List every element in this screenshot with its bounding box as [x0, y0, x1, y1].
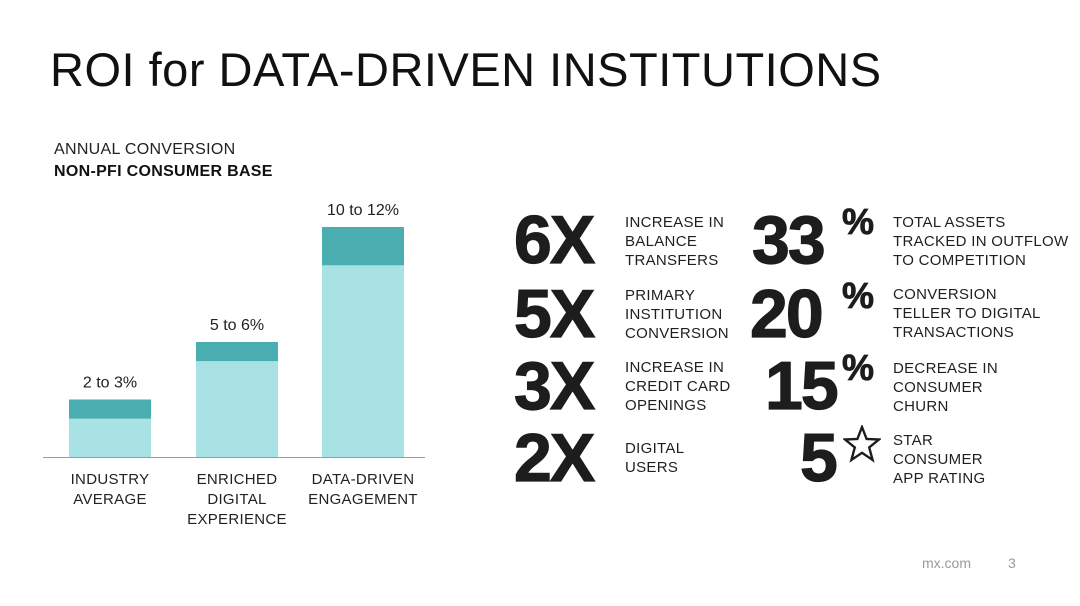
bar-data-label-2: 10 to 12% — [327, 202, 399, 219]
stat-3x-value: 3X — [513, 348, 595, 424]
category-label-0-1: AVERAGE — [73, 491, 147, 508]
stat-5-star-value: 5 — [799, 420, 838, 496]
stat-20-percent: % — [842, 275, 875, 316]
stat-5-star-desc: STAR CONSUMER APP RATING — [893, 432, 986, 487]
stat-2x-value: 2X — [513, 420, 595, 496]
category-label-1-1: DIGITAL — [207, 491, 266, 508]
category-label-0-0: INDUSTRY — [71, 471, 150, 488]
conversion-bar-chart: 2 to 3% INDUSTRY AVERAGE 5 to 6% ENRICHED DIG… — [43, 202, 425, 528]
bar-base-2 — [322, 265, 404, 457]
bar-base-0 — [69, 418, 151, 457]
stat-33-percent: % — [842, 201, 875, 242]
category-label-1-2: EXPERIENCE — [187, 511, 287, 528]
bar-range-1 — [196, 342, 278, 362]
category-label-1-0: ENRICHED — [197, 471, 278, 488]
bar-data-label-0: 2 to 3% — [83, 375, 137, 392]
slide-title: ROI for DATA-DRIVEN INSTITUTIONS — [50, 43, 882, 96]
stat-2x-desc: DIGITAL USERS — [625, 440, 685, 476]
category-label-2-0: DATA-DRIVEN — [312, 471, 415, 488]
stat-20-value: 20 — [749, 276, 824, 352]
stat-6x-value: 6X — [513, 202, 595, 278]
stat-5x-value: 5X — [513, 276, 595, 352]
bar-base-1 — [196, 361, 278, 457]
stat-6x-desc: INCREASE IN BALANCE TRANSFERS — [625, 214, 725, 269]
footer-site: mx.com — [922, 555, 971, 571]
bar-data-label-1: 5 to 6% — [210, 317, 264, 334]
stat-3x-desc: INCREASE IN CREDIT CARD OPENINGS — [625, 359, 731, 414]
stat-33-value: 33 — [751, 202, 826, 278]
chart-label-line1: ANNUAL CONVERSION — [54, 141, 236, 158]
stat-15-desc: DECREASE IN CONSUMER CHURN — [893, 360, 998, 415]
category-label-2-1: ENGAGEMENT — [308, 491, 418, 508]
star-outline-icon — [843, 425, 881, 463]
stat-33-desc: TOTAL ASSETS TRACKED IN OUTFLOW TO COMPE… — [893, 214, 1069, 269]
bar-range-2 — [322, 227, 404, 266]
page-number: 3 — [1008, 555, 1016, 571]
stat-15-value: 15 — [764, 348, 839, 424]
stat-20-desc: CONVERSION TELLER TO DIGITAL TRANSACTION… — [893, 286, 1041, 341]
stat-15-percent: % — [842, 347, 875, 388]
bar-range-0 — [69, 399, 151, 419]
chart-label-line2: NON-PFI CONSUMER BASE — [54, 163, 273, 180]
stat-5x-desc: PRIMARY INSTITUTION CONVERSION — [625, 287, 729, 342]
